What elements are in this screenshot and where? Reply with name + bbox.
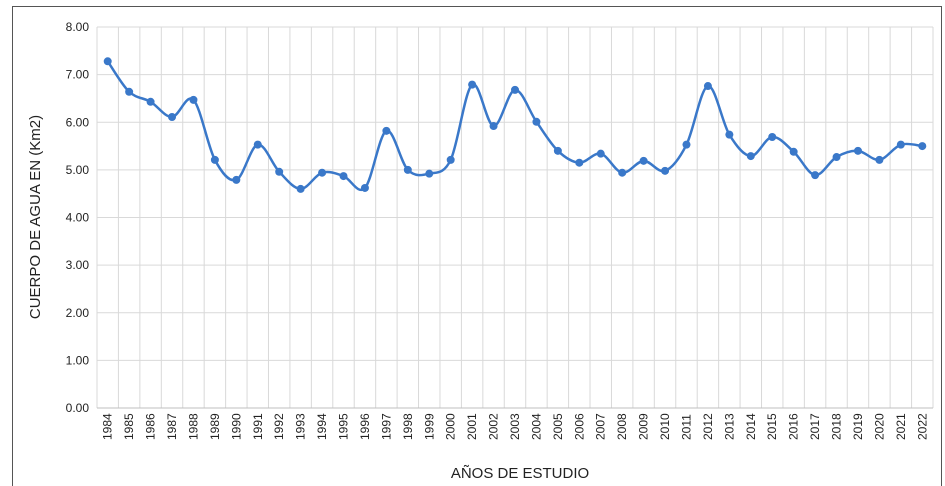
x-tick-label: 2016 [787,413,801,440]
y-tick-label: 0.00 [66,401,90,415]
x-tick-label: 2004 [529,413,543,440]
x-tick-label: 1987 [165,413,179,440]
x-tick-label: 1994 [315,413,329,440]
point [575,158,584,167]
point [725,130,734,139]
y-tick-label: 3.00 [66,258,90,272]
point [146,97,155,106]
point [918,142,927,151]
x-tick-label: 1985 [122,413,136,440]
point [639,156,648,165]
point [746,152,755,161]
x-tick-label: 2006 [572,413,586,440]
point [253,140,262,149]
point [553,146,562,155]
x-tick-label: 2007 [594,413,608,440]
point [768,133,777,142]
x-tick-label: 2017 [808,413,822,440]
chart-frame [12,6,942,486]
point [618,168,627,177]
line [106,60,923,191]
x-tick-label: 2012 [701,413,715,440]
point [382,126,391,135]
y-tick-label: 6.00 [66,115,90,129]
point [511,85,519,94]
x-tick-label: 2005 [551,413,565,440]
point [489,122,498,131]
point [661,166,670,175]
x-tick-label: 1984 [101,413,115,440]
x-tick-label: 1992 [272,413,286,440]
x-tick-label: 1986 [144,413,158,440]
point [339,172,348,181]
y-tick-label: 2.00 [66,306,90,320]
point [532,117,541,126]
x-tick-label: 1993 [294,413,308,440]
point [596,149,605,158]
x-tick-label: 2009 [637,413,651,440]
x-tick-label: 1991 [251,413,265,440]
x-tick-label: 2015 [765,413,779,440]
point [446,155,455,164]
x-tick-label: 2008 [615,413,629,440]
point [811,171,820,180]
y-tick-label: 7.00 [66,68,90,82]
point [232,175,241,184]
y-axis-label: CUERPO DE AGUA EN (Km2) [27,115,44,319]
x-tick-label: 2019 [851,413,865,440]
x-tick-label: 1997 [379,413,393,440]
point [832,153,841,162]
point [296,184,305,193]
x-axis-label: AÑOS DE ESTUDIO [451,465,589,482]
x-tick-label: 2001 [465,413,479,440]
point [425,169,434,178]
point [853,146,862,155]
point [360,183,369,192]
y-tick-label: 8.00 [66,20,90,34]
x-tick-label: 2011 [679,414,693,440]
point [896,140,905,149]
x-tick-label: 2014 [744,413,758,440]
x-tick-label: 2020 [872,413,886,440]
point [103,57,112,66]
point [703,82,712,91]
x-tick-label: 2013 [722,413,736,440]
x-tick-label: 2022 [915,413,929,440]
x-tick-label: 1999 [422,413,436,440]
x-tick-label: 1989 [208,413,222,440]
point [275,167,284,176]
y-tick-label: 5.00 [66,163,90,177]
x-tick-label: 2002 [487,413,501,440]
x-tick-label: 2010 [658,413,672,440]
point [789,147,798,156]
point [875,155,884,164]
x-tick-label: 1996 [358,413,372,440]
x-tick-label: 1988 [186,413,200,440]
point [318,168,327,177]
point [168,113,177,122]
x-tick-label: 2018 [830,413,844,440]
point [403,165,412,174]
y-tick-label: 1.00 [66,353,90,367]
point [189,95,198,104]
point [210,155,219,164]
x-tick-label: 1998 [401,413,415,440]
x-tick-label: 1990 [229,413,243,440]
x-tick-label: 2003 [508,413,522,440]
y-tick-label: 4.00 [66,211,90,225]
x-tick-label: 2000 [444,413,458,440]
point [125,87,134,96]
x-tick-label: 2021 [894,413,908,440]
point [468,80,477,89]
x-tick-label: 1995 [337,413,351,440]
point [682,140,691,149]
